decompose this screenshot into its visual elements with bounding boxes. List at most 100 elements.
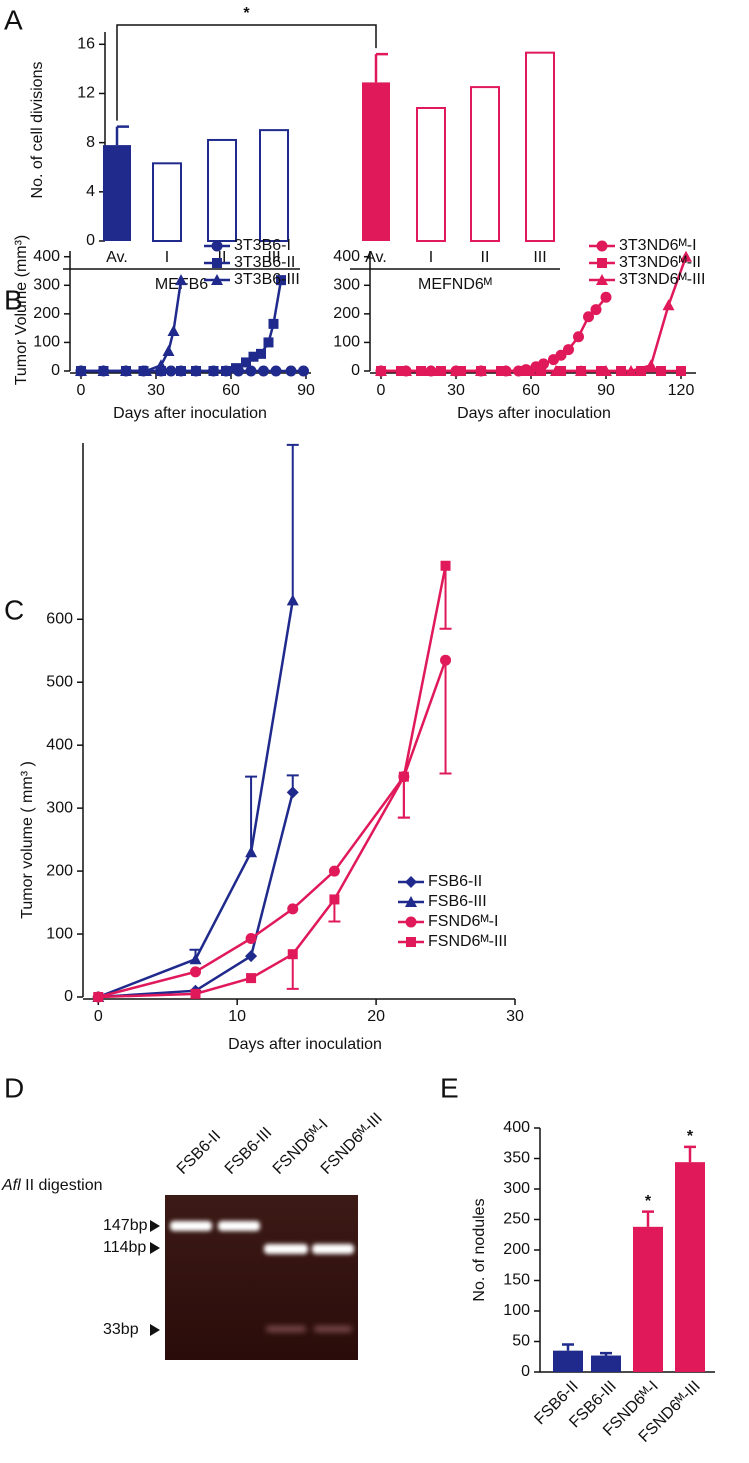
marker: [245, 365, 257, 377]
marker: [645, 359, 657, 371]
series-line: [97, 600, 294, 999]
marker: [573, 331, 584, 343]
x-tick-label: 60: [522, 382, 540, 399]
bar: [207, 138, 237, 242]
arrowhead: [150, 1242, 160, 1254]
legend-label: 3T3ND6ᴹ-I: [619, 237, 697, 254]
marker: [583, 311, 594, 323]
marker: [450, 365, 462, 376]
marker: [298, 365, 309, 377]
bar: [591, 1355, 621, 1372]
marker: [189, 953, 202, 965]
marker: [563, 344, 574, 356]
marker: [596, 240, 608, 252]
legend-label: FSB6-III: [428, 893, 487, 910]
marker: [525, 365, 537, 376]
y-tick-label: 0: [351, 362, 360, 379]
band: [170, 1221, 212, 1231]
bar: [553, 1350, 583, 1372]
y-tick-label: 600: [46, 610, 73, 627]
marker: [662, 299, 675, 311]
marker: [398, 771, 409, 782]
marker: [190, 988, 201, 999]
marker: [248, 351, 259, 362]
marker: [600, 291, 612, 303]
legend: FSB6-II FSB6-III FSND6ᴹ-I FSND6ᴹ-III: [398, 873, 507, 950]
x-tick-label: 90: [597, 382, 615, 399]
error-bar: [397, 776, 410, 819]
enzyme-suffix: II digestion: [21, 1177, 103, 1194]
legend-label: FSND6ᴹ-I: [428, 913, 498, 930]
marker: [286, 594, 299, 606]
marker: [590, 304, 602, 316]
marker: [575, 365, 587, 376]
marker: [287, 903, 299, 915]
series-line: [98, 792, 294, 999]
x-tick-label: II: [218, 249, 227, 266]
marker: [375, 365, 387, 376]
y-tick-label: 0: [64, 988, 73, 1005]
error-bar: [439, 660, 452, 775]
y-tick-label: 200: [46, 862, 73, 879]
enzyme: Afl: [1, 1177, 21, 1194]
y-tick-label: 400: [333, 248, 360, 265]
x-tick-label: 30: [147, 382, 165, 399]
significance-star: *: [687, 1128, 694, 1145]
marker: [120, 365, 132, 376]
y-tick-label: 200: [33, 305, 60, 322]
x-tick-label: 0: [94, 1008, 103, 1025]
panel-letter: D: [4, 1072, 24, 1103]
x-tick-label: III: [267, 249, 280, 266]
marker: [191, 366, 201, 376]
marker: [636, 366, 646, 376]
marker: [405, 916, 417, 928]
bar: [525, 51, 555, 242]
series-line: [98, 565, 447, 999]
marker: [97, 365, 110, 376]
x-axis-label: Days after inoculation: [457, 405, 611, 422]
y-tick-label: 100: [333, 334, 360, 351]
y-tick-label: 300: [333, 277, 360, 294]
bar: [362, 82, 390, 241]
y-tick-label: 200: [503, 1241, 530, 1258]
x-tick-label: 10: [228, 1008, 246, 1025]
y-axis-label: Tumor Volume (mm³): [13, 235, 30, 386]
error-bar: [642, 1210, 654, 1227]
x-tick-label: II: [481, 249, 490, 266]
chart-panel: ANo. of cell divisions0481216Av.IIIIIIME…: [4, 4, 560, 293]
y-tick-label: 16: [77, 36, 95, 53]
marker: [676, 366, 686, 376]
x-tick-label: III: [533, 249, 546, 266]
marker: [328, 865, 340, 877]
gel-image: [165, 1195, 358, 1360]
marker: [246, 973, 257, 984]
x-tick-label: 120: [668, 382, 695, 399]
marker: [75, 365, 87, 376]
y-tick-label: 4: [86, 183, 95, 200]
marker: [211, 274, 223, 285]
y-tick-label: 12: [77, 85, 95, 102]
marker: [241, 357, 251, 368]
marker: [286, 786, 299, 799]
x-axis-label: Days after inoculation: [113, 405, 267, 422]
y-tick-label: 0: [521, 1363, 530, 1380]
panel-letter: A: [4, 4, 23, 35]
marker: [405, 876, 417, 888]
marker: [405, 896, 417, 907]
marker: [245, 846, 258, 858]
significance-bracket: [116, 24, 377, 121]
y-tick-label: 50: [512, 1333, 530, 1350]
error-bar: [245, 775, 258, 853]
marker: [245, 950, 258, 963]
marker: [596, 274, 608, 285]
y-tick-label: 500: [46, 673, 73, 690]
marker: [406, 937, 416, 947]
legend-label: 3T3ND6ᴹ-III: [619, 271, 705, 288]
legend-label: 3T3B6-III: [234, 271, 300, 288]
marker: [285, 365, 297, 377]
x-tick-label: 0: [77, 382, 86, 399]
size-label: 33bp: [103, 1321, 139, 1338]
